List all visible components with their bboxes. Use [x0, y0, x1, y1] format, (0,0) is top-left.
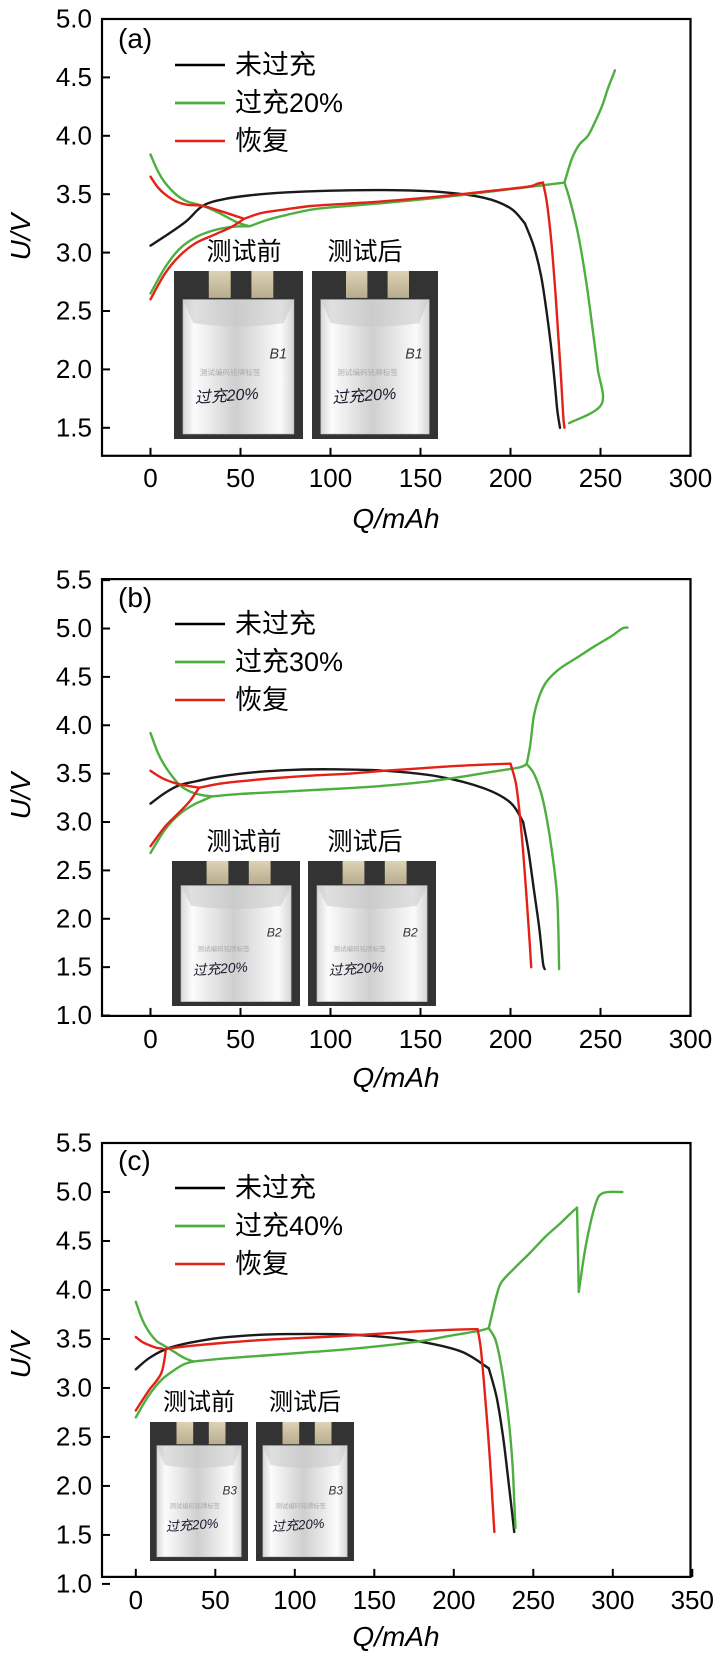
svg-text:Q/mAh: Q/mAh — [352, 503, 439, 534]
svg-text:150: 150 — [353, 1585, 396, 1615]
svg-text:200: 200 — [432, 1585, 475, 1615]
svg-text:过充40%: 过充40% — [235, 1211, 343, 1241]
svg-text:2.0: 2.0 — [56, 354, 92, 384]
svg-text:恢复: 恢复 — [235, 126, 289, 156]
svg-text:(a): (a) — [118, 23, 152, 54]
svg-text:测试后: 测试后 — [269, 1389, 341, 1416]
svg-text:测试前: 测试前 — [206, 238, 281, 266]
svg-text:4.0: 4.0 — [56, 1275, 92, 1305]
svg-text:过充30%: 过充30% — [235, 647, 343, 677]
svg-text:1.0: 1.0 — [56, 1000, 92, 1030]
svg-text:测试后: 测试后 — [327, 828, 402, 856]
svg-text:100: 100 — [273, 1585, 316, 1615]
svg-text:2.5: 2.5 — [56, 296, 92, 326]
svg-text:B3: B3 — [223, 1483, 238, 1497]
svg-text:1.5: 1.5 — [56, 952, 92, 982]
svg-text:B1: B1 — [405, 346, 423, 362]
svg-text:B2: B2 — [267, 925, 282, 939]
svg-text:200: 200 — [489, 1024, 532, 1054]
svg-text:4.5: 4.5 — [56, 661, 92, 691]
svg-text:B3: B3 — [329, 1483, 344, 1497]
svg-text:测试后: 测试后 — [327, 238, 402, 266]
svg-text:过充20%: 过充20% — [235, 88, 343, 118]
svg-text:300: 300 — [591, 1585, 634, 1615]
svg-text:50: 50 — [201, 1585, 230, 1615]
svg-text:5.0: 5.0 — [56, 1177, 92, 1207]
svg-text:未过充: 未过充 — [235, 609, 316, 639]
svg-text:2.0: 2.0 — [56, 903, 92, 933]
svg-text:5.0: 5.0 — [56, 4, 92, 34]
svg-text:1.5: 1.5 — [56, 413, 92, 443]
svg-text:3.5: 3.5 — [56, 758, 92, 788]
svg-text:3.0: 3.0 — [56, 1372, 92, 1402]
svg-text:150: 150 — [399, 1024, 442, 1054]
svg-text:未过充: 未过充 — [235, 50, 316, 80]
svg-text:3.0: 3.0 — [56, 807, 92, 837]
svg-text:4.0: 4.0 — [56, 121, 92, 151]
svg-text:测试编码铭牌标签: 测试编码铭牌标签 — [276, 1501, 327, 1510]
svg-text:B1: B1 — [270, 346, 288, 362]
svg-text:250: 250 — [579, 1024, 622, 1054]
svg-text:5.0: 5.0 — [56, 613, 92, 643]
svg-text:0: 0 — [143, 1024, 157, 1054]
svg-text:300: 300 — [669, 463, 712, 493]
svg-text:B2: B2 — [403, 925, 418, 939]
svg-text:U/V: U/V — [5, 211, 36, 260]
svg-text:U/V: U/V — [5, 1329, 36, 1378]
svg-text:2.5: 2.5 — [56, 1421, 92, 1451]
svg-text:350: 350 — [671, 1585, 714, 1615]
svg-text:测试前: 测试前 — [163, 1389, 235, 1416]
svg-text:250: 250 — [579, 463, 622, 493]
svg-text:测试前: 测试前 — [206, 828, 281, 856]
svg-text:2.0: 2.0 — [56, 1470, 92, 1500]
svg-text:2.5: 2.5 — [56, 855, 92, 885]
svg-text:1.0: 1.0 — [56, 1568, 92, 1598]
svg-text:50: 50 — [226, 1024, 255, 1054]
svg-text:测试编码铭牌标签: 测试编码铭牌标签 — [200, 367, 261, 377]
svg-text:测试编码铭牌标签: 测试编码铭牌标签 — [198, 944, 251, 953]
svg-text:未过充: 未过充 — [235, 1173, 316, 1203]
svg-text:4.5: 4.5 — [56, 62, 92, 92]
svg-text:恢复: 恢复 — [235, 685, 289, 715]
svg-text:4.0: 4.0 — [56, 710, 92, 740]
svg-text:5.5: 5.5 — [56, 565, 92, 595]
svg-text:U/V: U/V — [5, 770, 36, 819]
svg-text:(b): (b) — [118, 582, 152, 613]
svg-text:250: 250 — [512, 1585, 555, 1615]
svg-text:1.5: 1.5 — [56, 1519, 92, 1549]
svg-text:0: 0 — [143, 463, 157, 493]
svg-text:150: 150 — [399, 463, 442, 493]
svg-text:300: 300 — [669, 1024, 712, 1054]
svg-text:测试编码铭牌标签: 测试编码铭牌标签 — [170, 1501, 221, 1510]
svg-text:恢复: 恢复 — [235, 1249, 289, 1279]
svg-text:Q/mAh: Q/mAh — [352, 1062, 439, 1093]
svg-text:3.5: 3.5 — [56, 1324, 92, 1354]
svg-text:4.5: 4.5 — [56, 1226, 92, 1256]
svg-text:100: 100 — [309, 463, 352, 493]
svg-text:5.5: 5.5 — [56, 1128, 92, 1158]
svg-text:200: 200 — [489, 463, 532, 493]
svg-text:100: 100 — [309, 1024, 352, 1054]
svg-text:测试编码铭牌标签: 测试编码铭牌标签 — [334, 944, 387, 953]
svg-text:3.5: 3.5 — [56, 179, 92, 209]
svg-text:0: 0 — [129, 1585, 143, 1615]
svg-text:50: 50 — [226, 463, 255, 493]
svg-text:测试编码铭牌标签: 测试编码铭牌标签 — [337, 367, 398, 377]
svg-text:3.0: 3.0 — [56, 237, 92, 267]
svg-text:(c): (c) — [118, 1145, 151, 1176]
svg-text:Q/mAh: Q/mAh — [352, 1621, 439, 1652]
